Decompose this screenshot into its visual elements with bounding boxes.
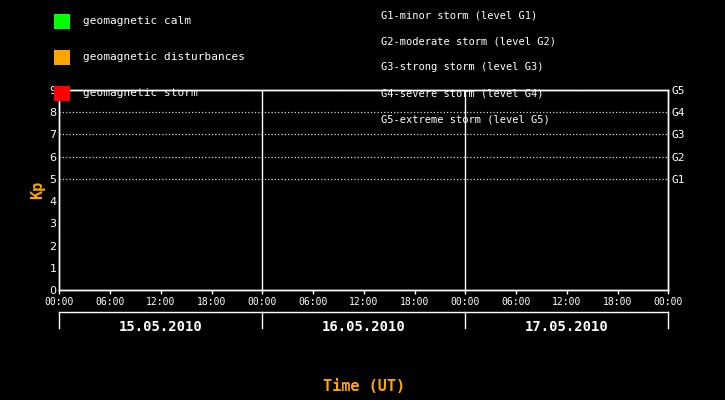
Text: G1-minor storm (level G1): G1-minor storm (level G1) <box>381 10 537 20</box>
Text: G2-moderate storm (level G2): G2-moderate storm (level G2) <box>381 36 555 46</box>
Text: geomagnetic calm: geomagnetic calm <box>83 16 191 26</box>
Text: 15.05.2010: 15.05.2010 <box>119 320 203 334</box>
Text: 17.05.2010: 17.05.2010 <box>525 320 609 334</box>
Text: Time (UT): Time (UT) <box>323 379 405 394</box>
Text: G4-severe storm (level G4): G4-severe storm (level G4) <box>381 88 543 98</box>
Text: geomagnetic disturbances: geomagnetic disturbances <box>83 52 245 62</box>
Text: 16.05.2010: 16.05.2010 <box>322 320 406 334</box>
Text: geomagnetic storm: geomagnetic storm <box>83 88 198 98</box>
Text: G3-strong storm (level G3): G3-strong storm (level G3) <box>381 62 543 72</box>
Y-axis label: Kp: Kp <box>30 181 46 199</box>
Text: G5-extreme storm (level G5): G5-extreme storm (level G5) <box>381 114 550 124</box>
